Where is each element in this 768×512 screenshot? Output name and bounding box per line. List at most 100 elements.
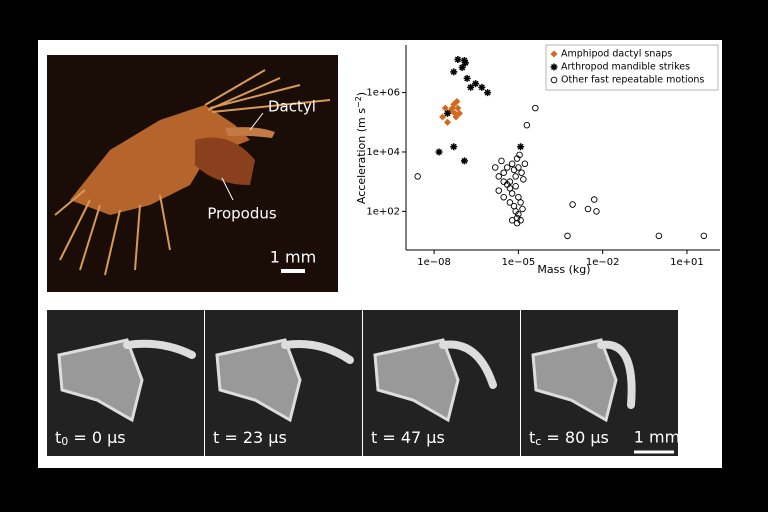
photo-scale-label: 1 mm — [270, 248, 316, 267]
circle-marker — [491, 164, 499, 171]
y-tick-label: 1e+06 — [366, 88, 400, 99]
circle-marker — [498, 157, 505, 165]
dactyl-outline — [123, 339, 196, 359]
dactyl-outline — [439, 340, 497, 389]
y-tick-label: 1e+02 — [366, 206, 400, 217]
legend-label: Amphipod dactyl snaps — [561, 49, 672, 60]
circle-marker — [513, 219, 521, 227]
diamond-marker — [454, 104, 462, 112]
circle-marker — [495, 173, 502, 180]
x-tick-label: 1e+01 — [670, 257, 704, 268]
circle-marker — [515, 210, 522, 218]
frame-label-sub: 0 — [61, 435, 68, 448]
circle-marker — [518, 169, 525, 176]
circle-marker — [506, 185, 514, 192]
circle-marker — [500, 169, 507, 176]
frame-label-main: t = 23 μs — [213, 428, 287, 447]
diamond-marker — [448, 104, 456, 112]
legend-box — [545, 44, 719, 91]
frame-label: t = 47 μs — [371, 428, 445, 447]
x-tick-label: 1e−08 — [417, 257, 451, 268]
circle-marker — [516, 151, 523, 159]
circle-marker — [508, 160, 516, 168]
circle-marker — [655, 232, 663, 240]
star-marker — [463, 74, 471, 82]
circle-marker — [495, 187, 502, 194]
frame-label: t = 23 μs — [213, 428, 287, 447]
circle-marker — [500, 193, 507, 201]
circle-marker — [519, 205, 526, 213]
dactyl-pointer — [249, 112, 264, 131]
star-marker — [472, 80, 480, 88]
star-marker — [461, 59, 469, 67]
frames-scale-label: 1 mm — [634, 428, 680, 447]
dactyl-outline — [281, 340, 354, 364]
propodus-pointer — [221, 177, 234, 201]
star-marker — [478, 83, 486, 91]
photo-panel: Dactyl Propodus 1 mm — [47, 55, 338, 292]
diamond-marker — [439, 113, 447, 121]
y-axis-label-sup: −2 — [354, 96, 363, 108]
x-tick-label: 1e−05 — [502, 257, 536, 268]
star-marker — [467, 83, 475, 91]
propodus-outline — [215, 338, 302, 423]
legend: Amphipod dactyl snaps Arthropod mandible … — [545, 44, 719, 91]
antennae — [54, 69, 331, 276]
scatter-chart: Mass (kg) Acceleration (m s−2) 1e−08 1e−0… — [354, 44, 720, 276]
propodus-shape — [195, 137, 255, 185]
frame: tc = 80 μs — [521, 310, 678, 456]
frame-label-main: t — [55, 428, 61, 447]
y-axis-label: Acceleration (m s−2) — [354, 92, 369, 204]
star-marker — [454, 55, 462, 63]
frame-label-rest: = 0 μs — [68, 428, 125, 447]
circle-marker — [512, 173, 519, 180]
circle-marker — [593, 208, 600, 215]
frame-strip: t0 = 0 μs t = 23 μs t = 47 μs tc = 80 μs 1 m… — [47, 310, 680, 456]
circle-marker — [521, 160, 529, 168]
y-axis-label-end: ) — [355, 92, 368, 96]
diamond-marker — [452, 113, 460, 121]
star-marker — [450, 68, 458, 76]
circle-marker — [517, 199, 524, 206]
propodus-outline — [373, 338, 460, 423]
circle-marker — [590, 196, 598, 203]
circle-marker — [523, 121, 531, 129]
star-marker — [517, 143, 525, 151]
circle-marker — [532, 104, 539, 112]
propodus-label: Propodus — [207, 205, 277, 223]
star-marker — [450, 143, 458, 151]
diamond-marker — [550, 50, 558, 58]
propodus-outline — [531, 338, 618, 423]
diamond-marker — [453, 98, 461, 106]
circle-marker — [508, 217, 516, 224]
dactyl-outline — [597, 340, 636, 409]
dactyl-shape — [225, 127, 275, 138]
circle-marker — [550, 76, 558, 84]
circle-marker — [508, 190, 516, 197]
frame-label-rest: = 80 μs — [541, 428, 609, 447]
circle-marker — [584, 205, 592, 213]
frame-label: t0 = 0 μs — [55, 428, 126, 449]
star-marker — [550, 63, 558, 71]
amphipod-body — [70, 105, 250, 215]
circle-marker — [515, 164, 522, 171]
frame: t = 47 μs — [363, 310, 520, 456]
circle-marker — [520, 176, 527, 183]
legend-label: Arthropod mandible strikes — [561, 62, 690, 73]
frame-label: tc = 80 μs — [529, 428, 609, 449]
legend-label: Other fast repeatable motions — [561, 75, 704, 86]
x-tick-label: 1e−02 — [586, 257, 620, 268]
circle-marker — [569, 201, 576, 208]
x-axis-label: Mass (kg) — [537, 263, 590, 276]
star-marker — [444, 109, 452, 117]
circle-marker — [515, 193, 522, 201]
star-marker — [484, 89, 492, 97]
circle-marker — [512, 183, 519, 190]
dactyl-label: Dactyl — [268, 98, 316, 116]
star-marker — [458, 63, 466, 71]
diamond-marker — [455, 109, 463, 117]
circle-marker — [564, 232, 571, 240]
star-marker — [460, 57, 468, 65]
circle-marker — [414, 173, 421, 180]
